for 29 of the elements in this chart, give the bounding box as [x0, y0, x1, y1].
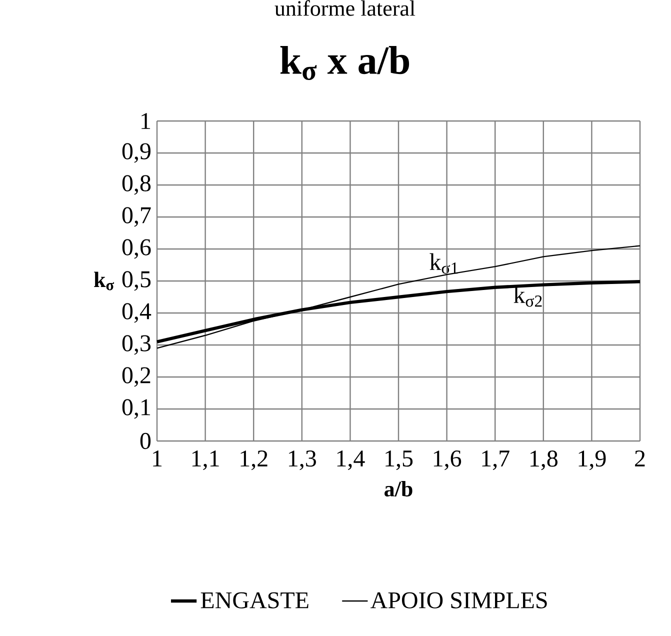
- legend-label: ENGASTE: [200, 592, 308, 608]
- x-tick-label: 1,6: [434, 450, 462, 470]
- x-tick-label: 1,5: [386, 450, 413, 470]
- y-tick-label: 0,5: [122, 271, 151, 291]
- y-tick-label: 1: [142, 113, 150, 129]
- x-tick-label: 1,3: [289, 450, 316, 470]
- y-tick-label: 0,7: [122, 207, 151, 227]
- x-tick-label: 1,1: [192, 450, 219, 470]
- y-tick-label: 0,8: [122, 175, 151, 195]
- x-tick-label: 1,9: [578, 450, 606, 470]
- y-tick-label: 0,3: [122, 335, 151, 355]
- x-tick-label: 1,4: [337, 450, 365, 470]
- x-axis-title: a/b: [384, 481, 412, 497]
- line-series: [156, 245, 641, 349]
- x-tick-label: 1,8: [530, 450, 558, 470]
- x-tick-label: 1,7: [482, 450, 510, 470]
- y-axis-title: k$_{σ}$: [94, 272, 114, 290]
- y-tick-label: 0,1: [122, 399, 150, 419]
- x-tick-label: 1,2: [240, 450, 268, 470]
- y-tick-label: 0,9: [122, 143, 150, 163]
- x-tick-label: 1: [153, 450, 162, 466]
- y-tick-label: 0: [140, 432, 151, 450]
- text: uniforme lateral: [274, 0, 416, 16]
- y-tick-label: 0,6: [122, 239, 151, 259]
- y-tick-label: 0,4: [122, 303, 152, 323]
- legend-label: APOIO SIMPLES: [370, 592, 547, 608]
- y-tick-label: 0,2: [122, 367, 150, 387]
- chart-title: k$_{σ}$ x a/b: [280, 46, 410, 80]
- x-tick-label: 2: [635, 450, 645, 466]
